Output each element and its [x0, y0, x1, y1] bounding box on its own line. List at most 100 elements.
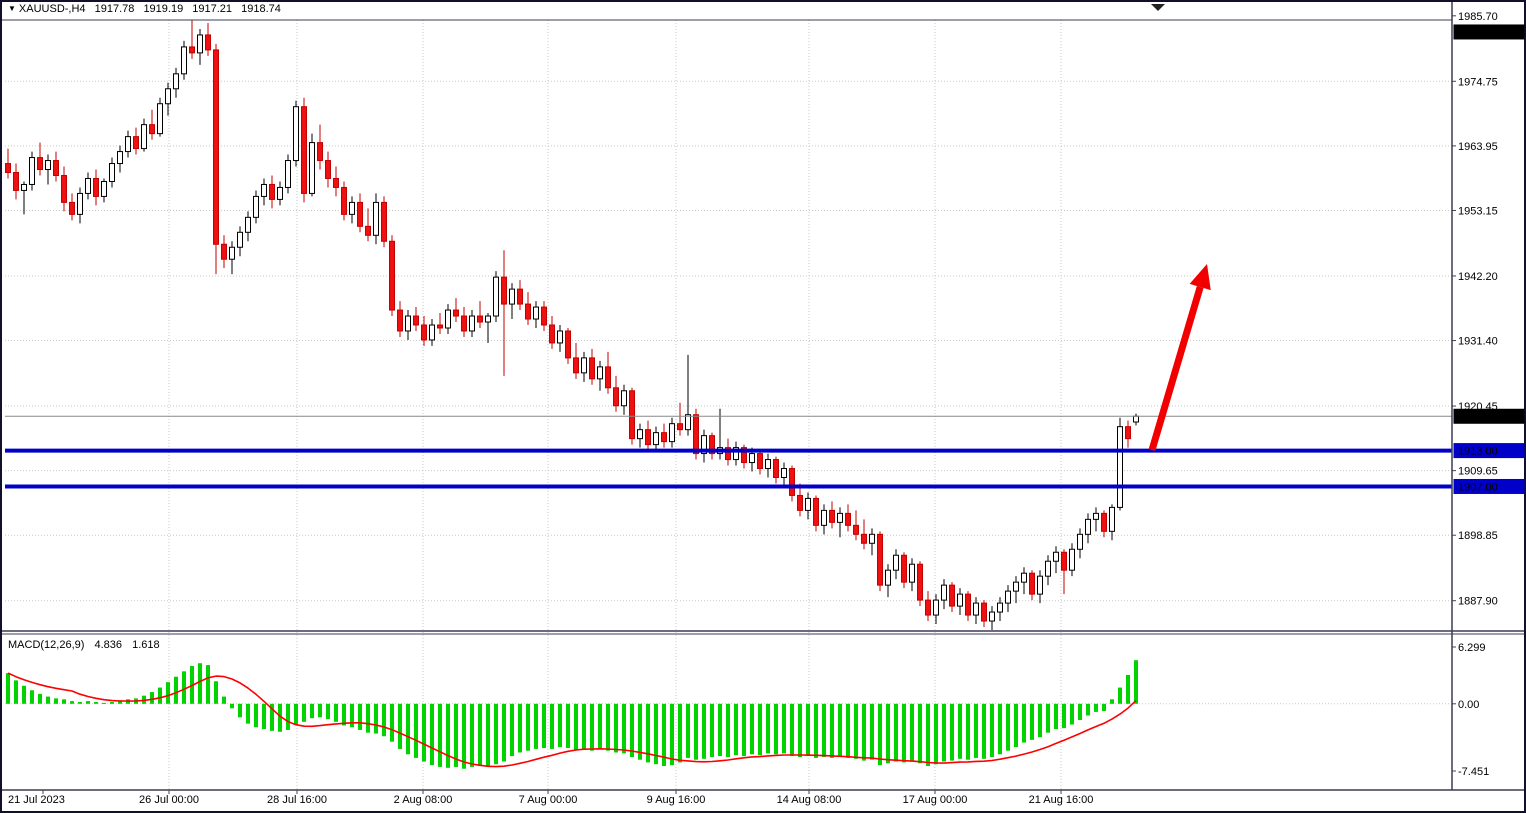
- horizontal-levels-layer: [5, 415, 1452, 489]
- macd-histogram-bar: [838, 703, 842, 758]
- macd-histogram-bar: [870, 703, 874, 760]
- macd-panel-area[interactable]: [5, 635, 1452, 789]
- macd-main-value: 4.836: [94, 639, 123, 651]
- trend-arrow[interactable]: [1148, 286, 1204, 451]
- candle-bear: [789, 468, 795, 496]
- symbol-dropdown-icon[interactable]: ▼: [8, 4, 16, 13]
- candle-bear: [1101, 512, 1107, 532]
- time-axis[interactable]: [0, 790, 1526, 813]
- candle-bear: [629, 390, 635, 440]
- candle-bull: [621, 390, 627, 407]
- candle-bear: [221, 243, 227, 260]
- macd-histogram-bar: [406, 703, 410, 755]
- macd-histogram-bar: [38, 693, 42, 704]
- macd-histogram-bar: [1038, 703, 1042, 738]
- candle-bull: [581, 357, 587, 374]
- candle-bear: [917, 563, 923, 601]
- macd-histogram-bar: [1062, 703, 1066, 729]
- candle-bear: [269, 183, 275, 200]
- candle-bull: [1045, 560, 1051, 577]
- macd-histogram-bar: [94, 701, 98, 704]
- macd-histogram-bar: [574, 703, 578, 750]
- macd-histogram-bar: [414, 703, 418, 758]
- candle-bull: [181, 46, 187, 75]
- candle-bear: [397, 309, 403, 332]
- candle-bull: [349, 201, 355, 215]
- candle-bull: [765, 459, 771, 470]
- macd-histogram-bar: [1126, 674, 1130, 704]
- candle-bull: [557, 330, 563, 344]
- level-price-badge: [1453, 443, 1525, 459]
- macd-histogram-bar: [774, 703, 778, 755]
- candle-bull: [485, 315, 491, 323]
- candle-bull: [989, 611, 995, 622]
- macd-histogram-bar: [470, 703, 474, 767]
- price-tick-label: 1963.95: [1458, 141, 1498, 153]
- grid-layer: [5, 20, 1452, 789]
- macd-histogram-bar: [606, 703, 610, 751]
- time-axis-label: 21 Aug 16:00: [1029, 794, 1094, 806]
- candle-bull: [1069, 548, 1075, 571]
- macd-histogram-bar: [518, 703, 522, 753]
- candle-bear: [461, 315, 467, 332]
- macd-histogram-bar: [886, 703, 890, 764]
- candle-bull: [469, 315, 475, 332]
- macd-histogram-bar: [1134, 660, 1138, 704]
- macd-histogram-bar: [110, 701, 114, 704]
- price-tick-label: 1887.90: [1458, 596, 1498, 608]
- candle-bull: [1013, 581, 1019, 592]
- candle-bull: [869, 533, 875, 544]
- macd-histogram-bar: [686, 703, 690, 758]
- chart-shift-marker-icon: [1151, 4, 1165, 11]
- macd-histogram-bar: [1022, 703, 1026, 743]
- macd-histogram-bar: [118, 700, 122, 704]
- macd-histogram-bar: [902, 703, 906, 763]
- candle-bear: [421, 324, 427, 341]
- macd-histogram-bar: [558, 703, 562, 748]
- macd-histogram-bar: [998, 703, 1002, 755]
- macd-histogram-bar: [206, 665, 210, 704]
- candle-bear: [613, 387, 619, 407]
- candle-bull: [637, 429, 643, 440]
- level-price-badge-label: 1913.00: [1458, 446, 1498, 458]
- price-axis[interactable]: [1452, 0, 1526, 790]
- price-tick-label: 1931.40: [1458, 336, 1498, 348]
- candle-bull: [85, 177, 91, 194]
- candle-bear: [965, 593, 971, 616]
- candle-bull: [285, 160, 291, 188]
- chart-header: ▼ XAUUSD-,H4 1917.78 1919.19 1917.21 1918…: [8, 3, 287, 15]
- macd-histogram-bar: [798, 703, 802, 758]
- macd-histogram-bar: [694, 703, 698, 760]
- macd-histogram-bar: [622, 703, 626, 754]
- candle-bull: [1093, 512, 1099, 520]
- candle-bear: [773, 459, 779, 479]
- candle-bull: [373, 201, 379, 236]
- macd-histogram-bar: [966, 703, 970, 760]
- macd-histogram-bar: [734, 703, 738, 756]
- candle-bull: [1053, 551, 1059, 562]
- trend-arrow-head[interactable]: [1189, 264, 1211, 291]
- candle-bull: [21, 183, 27, 191]
- candle-bear: [517, 288, 523, 305]
- macd-histogram-bar: [566, 703, 570, 748]
- time-axis-label: 26 Jul 00:00: [139, 794, 199, 806]
- candle-bear: [861, 533, 867, 544]
- macd-histogram-bar: [486, 703, 490, 767]
- macd-histogram-bar: [246, 703, 250, 724]
- macd-histogram-bar: [822, 703, 826, 758]
- macd-histogram-bar: [334, 703, 338, 722]
- macd-histogram-bar: [62, 699, 66, 704]
- macd-histogram-bar: [918, 703, 922, 764]
- candle-bear: [757, 453, 763, 470]
- candle-bull: [429, 324, 435, 341]
- chart-plot-area[interactable]: [5, 20, 1452, 630]
- candle-bull: [973, 602, 979, 616]
- candle-bear: [61, 174, 67, 203]
- candle-bear: [381, 201, 387, 242]
- macd-histogram-bar: [742, 703, 746, 757]
- candle-bear: [341, 186, 347, 215]
- macd-histogram-bar: [862, 703, 866, 761]
- candle-bull: [893, 554, 899, 571]
